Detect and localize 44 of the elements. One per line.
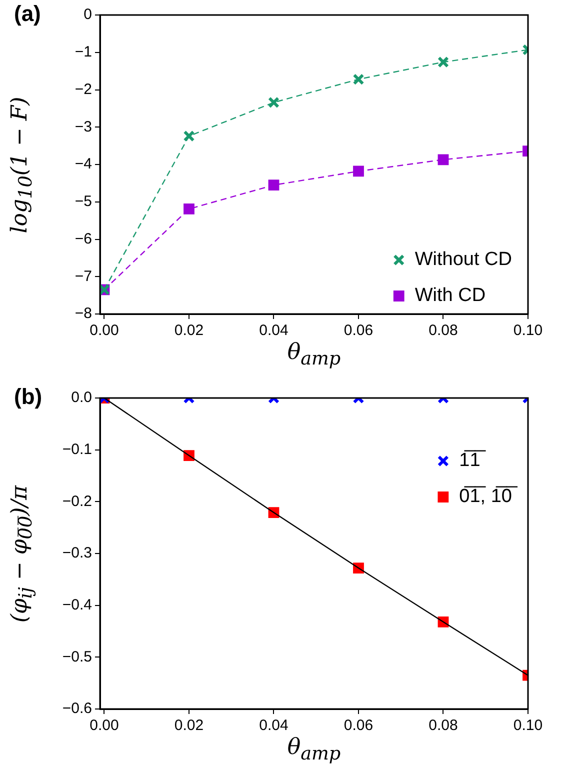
point bbox=[268, 96, 280, 108]
x-tick-label: 0.06 bbox=[344, 322, 374, 340]
y-tick-label: −2 bbox=[74, 80, 92, 98]
point bbox=[184, 204, 194, 214]
legend-label: 0̅1̅, 1̅0̅ bbox=[459, 486, 518, 508]
y-tick-label: 0.0 bbox=[71, 389, 92, 406]
y-tick-label: −0.6 bbox=[62, 700, 92, 718]
y-tick-label: −0.5 bbox=[62, 648, 92, 666]
y-tick-label: 0 bbox=[84, 6, 92, 24]
x-tick-label: 0.06 bbox=[344, 717, 374, 734]
y-tick-label: −0.1 bbox=[62, 440, 92, 458]
point bbox=[438, 56, 449, 68]
y-tick-label: −1 bbox=[74, 44, 92, 61]
x-tick-label: 0.08 bbox=[428, 717, 458, 734]
y-tick-label: −3 bbox=[74, 118, 92, 136]
y-tick-label: −8 bbox=[74, 305, 92, 322]
point bbox=[183, 130, 195, 142]
legend-label: Without CD bbox=[414, 249, 512, 270]
point bbox=[268, 180, 280, 191]
y-tick-label: −0.3 bbox=[62, 544, 92, 562]
x-tick-label: 0.10 bbox=[513, 322, 543, 340]
x-tick-label: 0.00 bbox=[90, 717, 119, 734]
x-tick-label: 0.00 bbox=[90, 322, 119, 340]
x-tick-label: 0.04 bbox=[259, 717, 288, 734]
y-tick-label: −6 bbox=[74, 230, 92, 248]
y-tick-label: −0.2 bbox=[62, 492, 92, 510]
x-tick-label: 0.10 bbox=[513, 717, 543, 734]
y-tick-label: −0.4 bbox=[62, 596, 92, 614]
y-tick-label: −7 bbox=[74, 268, 92, 285]
x-axis-title: θ$_{amp}$ bbox=[286, 735, 342, 764]
legend-label: With CD bbox=[414, 285, 486, 306]
x-tick-label: 0.04 bbox=[259, 322, 288, 340]
point bbox=[352, 74, 364, 86]
point bbox=[353, 166, 364, 177]
chart-title: (b) bbox=[14, 384, 42, 410]
y-tick-label: −5 bbox=[74, 193, 92, 210]
x-tick-label: 0.02 bbox=[174, 717, 204, 734]
legend-label: 1̅1̅ bbox=[459, 450, 486, 472]
x-axis-title: θ$_{amp}$ bbox=[286, 340, 342, 370]
point bbox=[438, 154, 449, 166]
x-tick-label: 0.02 bbox=[174, 322, 204, 340]
chart-title: (a) bbox=[14, 1, 41, 27]
y-tick-label: −4 bbox=[74, 156, 92, 173]
x-tick-label: 0.08 bbox=[428, 322, 458, 340]
